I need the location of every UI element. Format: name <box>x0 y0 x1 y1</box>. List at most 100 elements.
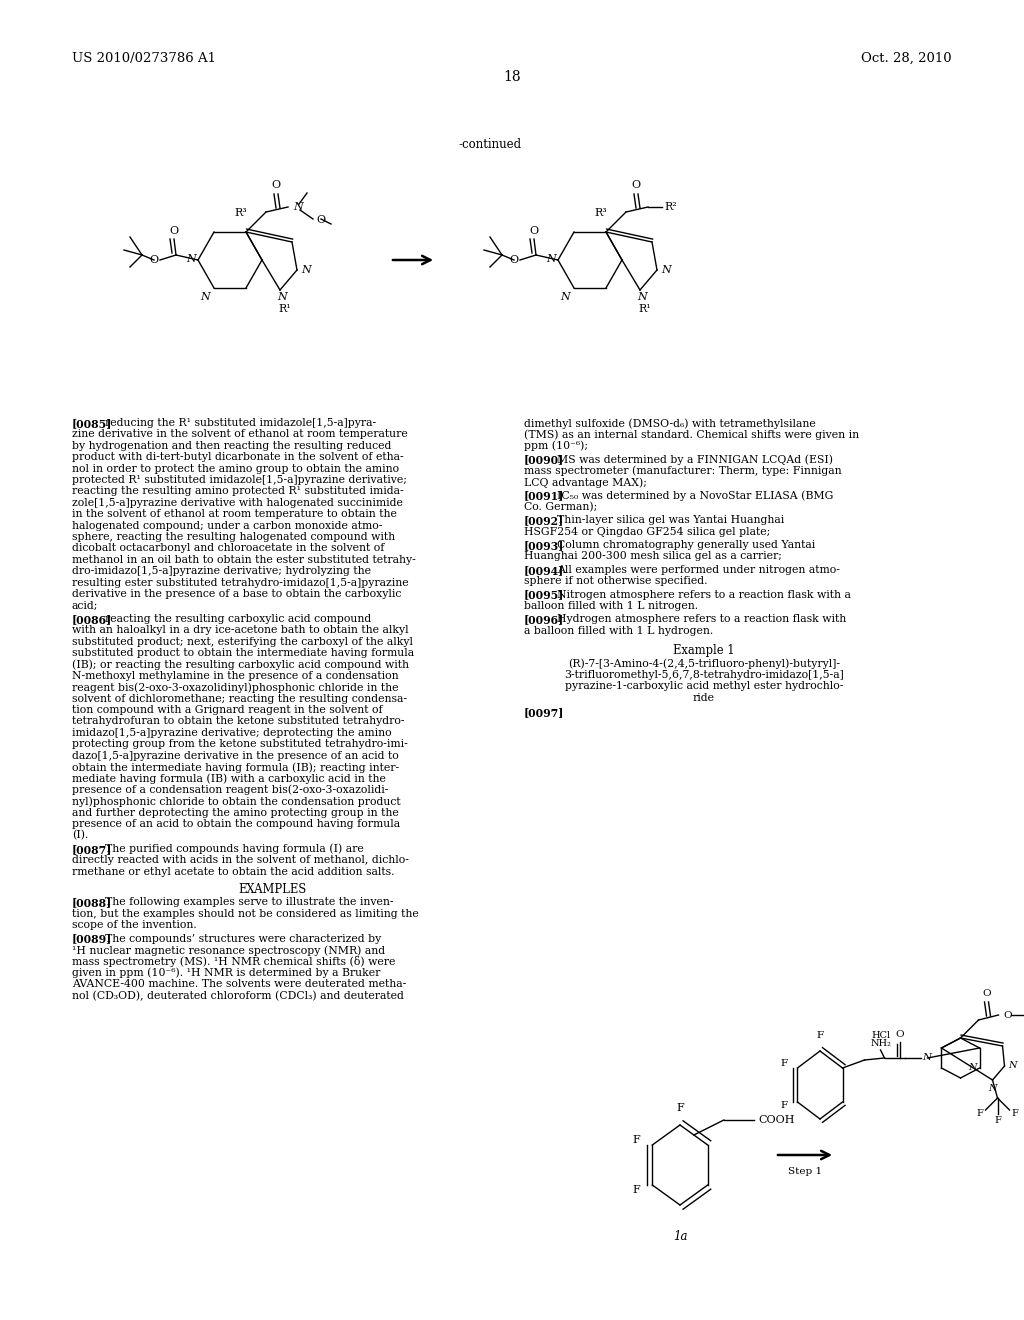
Text: dimethyl sulfoxide (DMSO-d₆) with tetramethylsilane: dimethyl sulfoxide (DMSO-d₆) with tetram… <box>524 418 816 429</box>
Text: acid;: acid; <box>72 601 98 610</box>
Text: N: N <box>923 1053 932 1063</box>
Text: a balloon filled with 1 L hydrogen.: a balloon filled with 1 L hydrogen. <box>524 626 714 636</box>
Text: rmethane or ethyl acetate to obtain the acid addition salts.: rmethane or ethyl acetate to obtain the … <box>72 867 394 876</box>
Text: obtain the intermediate having formula (IB); reacting inter-: obtain the intermediate having formula (… <box>72 762 399 772</box>
Text: O: O <box>316 215 326 224</box>
Text: tetrahydrofuran to obtain the ketone substituted tetrahydro-: tetrahydrofuran to obtain the ketone sub… <box>72 717 404 726</box>
Text: N: N <box>1009 1061 1017 1071</box>
Text: 18: 18 <box>503 70 521 84</box>
Text: presence of an acid to obtain the compound having formula: presence of an acid to obtain the compou… <box>72 818 400 829</box>
Text: Co. German);: Co. German); <box>524 502 597 512</box>
Text: R³: R³ <box>595 209 607 218</box>
Text: directly reacted with acids in the solvent of methanol, dichlo-: directly reacted with acids in the solve… <box>72 855 409 865</box>
Text: mediate having formula (IB) with a carboxylic acid in the: mediate having formula (IB) with a carbo… <box>72 774 386 784</box>
Text: and further deprotecting the amino protecting group in the: and further deprotecting the amino prote… <box>72 808 398 817</box>
Text: O: O <box>895 1030 904 1039</box>
Text: balloon filled with 1 L nitrogen.: balloon filled with 1 L nitrogen. <box>524 601 698 611</box>
Text: ¹H nuclear magnetic resonance spectroscopy (NMR) and: ¹H nuclear magnetic resonance spectrosco… <box>72 945 385 956</box>
Text: EXAMPLES: EXAMPLES <box>238 883 306 896</box>
Text: dicobalt octacarbonyl and chloroacetate in the solvent of: dicobalt octacarbonyl and chloroacetate … <box>72 544 384 553</box>
Text: R²: R² <box>664 202 677 213</box>
Text: (TMS) as an internal standard. Chemical shifts were given in: (TMS) as an internal standard. Chemical … <box>524 429 859 440</box>
Text: mass spectrometer (manufacturer: Therm, type: Finnigan: mass spectrometer (manufacturer: Therm, … <box>524 466 842 477</box>
Text: mass spectrometry (MS). ¹H NMR chemical shifts (δ) were: mass spectrometry (MS). ¹H NMR chemical … <box>72 957 395 968</box>
Text: dazo[1,5-a]pyrazine derivative in the presence of an acid to: dazo[1,5-a]pyrazine derivative in the pr… <box>72 751 398 760</box>
Text: [0085]: [0085] <box>72 418 113 429</box>
Text: O: O <box>271 180 281 190</box>
Text: COOH: COOH <box>759 1115 796 1125</box>
Text: All examples were performed under nitrogen atmo-: All examples were performed under nitrog… <box>557 565 840 574</box>
Text: NH₂: NH₂ <box>870 1039 891 1048</box>
Text: resulting ester substituted tetrahydro-imidazo[1,5-a]pyrazine: resulting ester substituted tetrahydro-i… <box>72 578 409 587</box>
Text: with an haloalkyl in a dry ice-acetone bath to obtain the alkyl: with an haloalkyl in a dry ice-acetone b… <box>72 626 409 635</box>
Text: nol (CD₃OD), deuterated chloroform (CDCl₃) and deuterated: nol (CD₃OD), deuterated chloroform (CDCl… <box>72 990 403 1001</box>
Text: N: N <box>546 253 556 264</box>
Text: [0091]: [0091] <box>524 491 564 502</box>
Text: F: F <box>994 1115 1000 1125</box>
Text: Hydrogen atmosphere refers to a reaction flask with: Hydrogen atmosphere refers to a reaction… <box>557 614 847 624</box>
Text: solvent of dichloromethane; reacting the resulting condensa-: solvent of dichloromethane; reacting the… <box>72 693 407 704</box>
Text: [0092]: [0092] <box>524 515 564 527</box>
Text: [0087]: [0087] <box>72 843 113 855</box>
Text: [0089]: [0089] <box>72 933 113 945</box>
Text: sphere, reacting the resulting halogenated compound with: sphere, reacting the resulting halogenat… <box>72 532 395 543</box>
Text: F: F <box>676 1104 684 1113</box>
Text: AVANCE-400 machine. The solvents were deuterated metha-: AVANCE-400 machine. The solvents were de… <box>72 979 407 989</box>
Text: N: N <box>201 292 210 302</box>
Text: O: O <box>1004 1011 1012 1019</box>
Text: protected R¹ substituted imidazole[1,5-a]pyrazine derivative;: protected R¹ substituted imidazole[1,5-a… <box>72 475 407 484</box>
Text: HSGF254 or Qingdao GF254 silica gel plate;: HSGF254 or Qingdao GF254 silica gel plat… <box>524 527 770 537</box>
Text: The purified compounds having formula (I) are: The purified compounds having formula (I… <box>105 843 364 854</box>
Text: 1a: 1a <box>673 1230 687 1243</box>
Text: tion, but the examples should not be considered as limiting the: tion, but the examples should not be con… <box>72 908 419 919</box>
Text: N-methoxyl methylamine in the presence of a condensation: N-methoxyl methylamine in the presence o… <box>72 671 398 681</box>
Text: reducing the R¹ substituted imidazole[1,5-a]pyra-: reducing the R¹ substituted imidazole[1,… <box>105 418 377 428</box>
Text: derivative in the presence of a base to obtain the carboxylic: derivative in the presence of a base to … <box>72 589 401 599</box>
Text: O: O <box>169 226 178 236</box>
Text: reacting the resulting carboxylic acid compound: reacting the resulting carboxylic acid c… <box>105 614 372 624</box>
Text: [0086]: [0086] <box>72 614 113 624</box>
Text: sphere if not otherwise specified.: sphere if not otherwise specified. <box>524 577 708 586</box>
Text: Oct. 28, 2010: Oct. 28, 2010 <box>861 51 952 65</box>
Text: in the solvent of ethanol at room temperature to obtain the: in the solvent of ethanol at room temper… <box>72 510 397 519</box>
Text: The compounds’ structures were characterized by: The compounds’ structures were character… <box>105 933 382 944</box>
Text: Nitrogen atmosphere refers to a reaction flask with a: Nitrogen atmosphere refers to a reaction… <box>557 590 851 599</box>
Text: Thin-layer silica gel was Yantai Huanghai: Thin-layer silica gel was Yantai Huangha… <box>557 515 784 525</box>
Text: [0093]: [0093] <box>524 540 564 550</box>
Text: halogenated compound; under a carbon monoxide atmo-: halogenated compound; under a carbon mon… <box>72 520 382 531</box>
Text: F: F <box>816 1031 823 1040</box>
Text: (I).: (I). <box>72 830 88 841</box>
Text: presence of a condensation reagent bis(2-oxo-3-oxazolidi-: presence of a condensation reagent bis(2… <box>72 785 388 796</box>
Text: pyrazine-1-carboxylic acid methyl ester hydrochlo-: pyrazine-1-carboxylic acid methyl ester … <box>565 681 843 692</box>
Text: R¹: R¹ <box>279 304 291 314</box>
Text: N: N <box>968 1064 977 1072</box>
Text: substituted product; next, esterifying the carboxyl of the alkyl: substituted product; next, esterifying t… <box>72 636 413 647</box>
Text: N: N <box>186 253 196 264</box>
Text: [0096]: [0096] <box>524 614 564 626</box>
Text: R³: R³ <box>234 209 248 218</box>
Text: ppm (10⁻⁶);: ppm (10⁻⁶); <box>524 441 588 451</box>
Text: HCl: HCl <box>871 1031 890 1040</box>
Text: N: N <box>293 202 303 213</box>
Text: IC₅₀ was determined by a NovoStar ELIASA (BMG: IC₅₀ was determined by a NovoStar ELIASA… <box>557 491 834 502</box>
Text: The following examples serve to illustrate the inven-: The following examples serve to illustra… <box>105 898 393 907</box>
Text: scope of the invention.: scope of the invention. <box>72 920 197 931</box>
Text: [0094]: [0094] <box>524 565 564 576</box>
Text: Step 1: Step 1 <box>787 1167 822 1176</box>
Text: methanol in an oil bath to obtain the ester substituted tetrahy-: methanol in an oil bath to obtain the es… <box>72 554 416 565</box>
Text: [0097]: [0097] <box>524 708 564 718</box>
Text: N: N <box>278 292 287 302</box>
Text: [0088]: [0088] <box>72 898 113 908</box>
Text: Huanghai 200-300 mesh silica gel as a carrier;: Huanghai 200-300 mesh silica gel as a ca… <box>524 552 782 561</box>
Text: Column chromatography generally used Yantai: Column chromatography generally used Yan… <box>557 540 815 550</box>
Text: reagent bis(2-oxo-3-oxazolidinyl)phosphonic chloride in the: reagent bis(2-oxo-3-oxazolidinyl)phospho… <box>72 682 398 693</box>
Text: nol in order to protect the amino group to obtain the amino: nol in order to protect the amino group … <box>72 463 399 474</box>
Text: by hydrogenation and then reacting the resulting reduced: by hydrogenation and then reacting the r… <box>72 441 391 451</box>
Text: -continued: -continued <box>459 139 521 150</box>
Text: O: O <box>529 226 539 236</box>
Text: protecting group from the ketone substituted tetrahydro-imi-: protecting group from the ketone substit… <box>72 739 408 750</box>
Text: substituted product to obtain the intermediate having formula: substituted product to obtain the interm… <box>72 648 414 657</box>
Text: F: F <box>633 1135 640 1144</box>
Text: O: O <box>632 180 641 190</box>
Text: F: F <box>780 1060 787 1068</box>
